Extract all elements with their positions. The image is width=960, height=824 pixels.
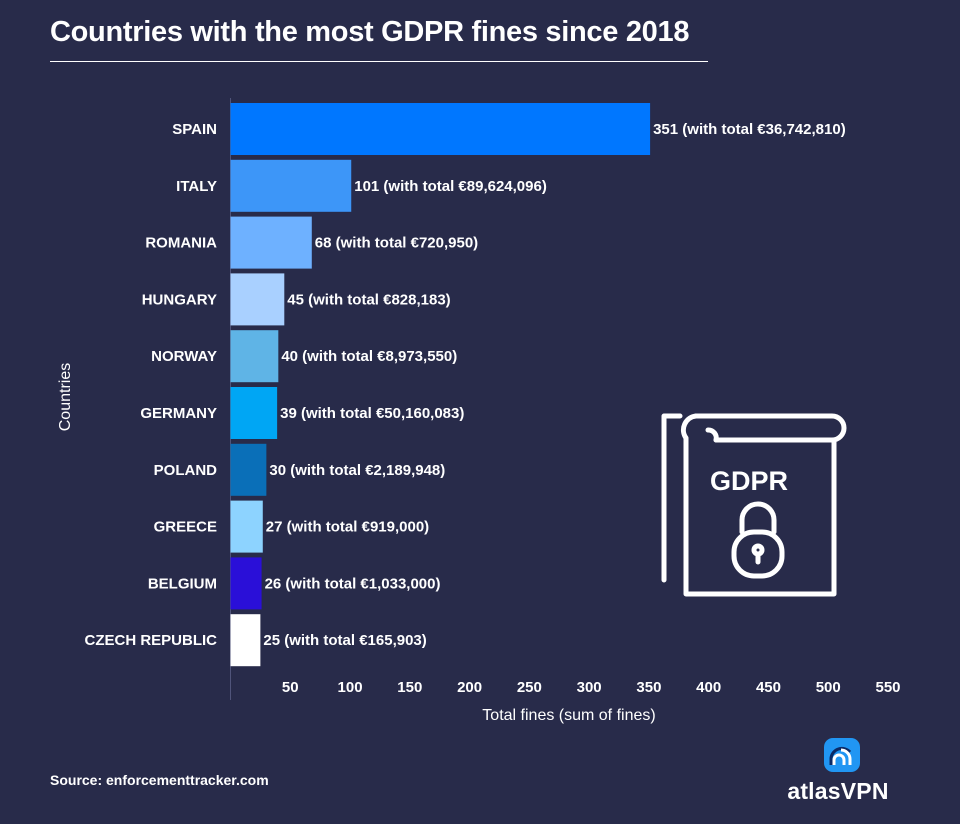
atlas-vpn-signal-icon — [824, 738, 860, 772]
data-label: 26 (with total €1,033,000) — [265, 575, 441, 592]
x-ticks-group: 50 100 150 200 250 300 350 400 450 500 550 — [282, 679, 901, 696]
category-label: POLAND — [154, 462, 218, 479]
bars-group: SPAIN 351 (with total €36,742,810) ITALY 10… — [84, 103, 846, 667]
data-label: 68 (with total €720,950) — [315, 235, 478, 252]
x-tick-label: 150 — [397, 679, 422, 696]
category-label: SPAIN — [172, 121, 217, 138]
x-tick-label: 500 — [816, 679, 841, 696]
bar-czech-republic — [230, 614, 261, 667]
x-tick-label: 400 — [696, 679, 721, 696]
data-label: 40 (with total €8,973,550) — [281, 348, 457, 365]
source-note: Source: enforcementtracker.com — [50, 772, 269, 788]
gdpr-document-lock-icon: GDPR — [656, 408, 856, 613]
bar-hungary — [230, 273, 285, 326]
x-tick-label: 350 — [636, 679, 661, 696]
bar-romania — [230, 216, 312, 269]
bar-poland — [230, 443, 267, 496]
bar-italy — [230, 159, 352, 212]
bar-greece — [230, 500, 263, 553]
category-label: CZECH REPUBLIC — [84, 632, 217, 649]
data-label: 25 (with total €165,903) — [263, 632, 426, 649]
x-tick-label: 50 — [282, 679, 299, 696]
x-tick-label: 450 — [756, 679, 781, 696]
brand-name: atlasVPN — [787, 778, 889, 804]
x-axis-title: Total fines (sum of fines) — [482, 707, 655, 724]
bar-belgium — [230, 557, 262, 610]
category-label: ITALY — [176, 178, 217, 195]
data-label: 351 (with total €36,742,810) — [653, 121, 846, 138]
y-axis-title: Countries — [57, 363, 74, 431]
brand-block[interactable]: atlasVPN — [780, 738, 896, 808]
data-label: 45 (with total €828,183) — [287, 291, 450, 308]
data-label: 101 (with total €89,624,096) — [354, 178, 547, 195]
bar-germany — [230, 387, 278, 439]
bar-norway — [230, 330, 279, 383]
gdpr-icon-label: GDPR — [709, 466, 788, 496]
category-label: HUNGARY — [142, 291, 217, 308]
data-label: 30 (with total €2,189,948) — [269, 462, 445, 479]
x-tick-label: 250 — [517, 679, 542, 696]
category-label: GERMANY — [140, 405, 217, 422]
category-label: GREECE — [154, 519, 217, 536]
bar-chart: Countries Total fines (sum of fines) SPA… — [57, 98, 901, 724]
x-tick-label: 100 — [338, 679, 363, 696]
bar-spain — [230, 103, 651, 155]
category-label: BELGIUM — [148, 575, 217, 592]
data-label: 39 (with total €50,160,083) — [280, 405, 464, 422]
x-tick-label: 200 — [457, 679, 482, 696]
category-label: ROMANIA — [145, 235, 217, 252]
category-label: NORWAY — [151, 348, 217, 365]
x-tick-label: 550 — [875, 679, 900, 696]
title-underline — [50, 61, 708, 62]
x-tick-label: 300 — [577, 679, 602, 696]
data-label: 27 (with total €919,000) — [266, 519, 429, 536]
chart-title: Countries with the most GDPR fines since… — [50, 16, 690, 48]
